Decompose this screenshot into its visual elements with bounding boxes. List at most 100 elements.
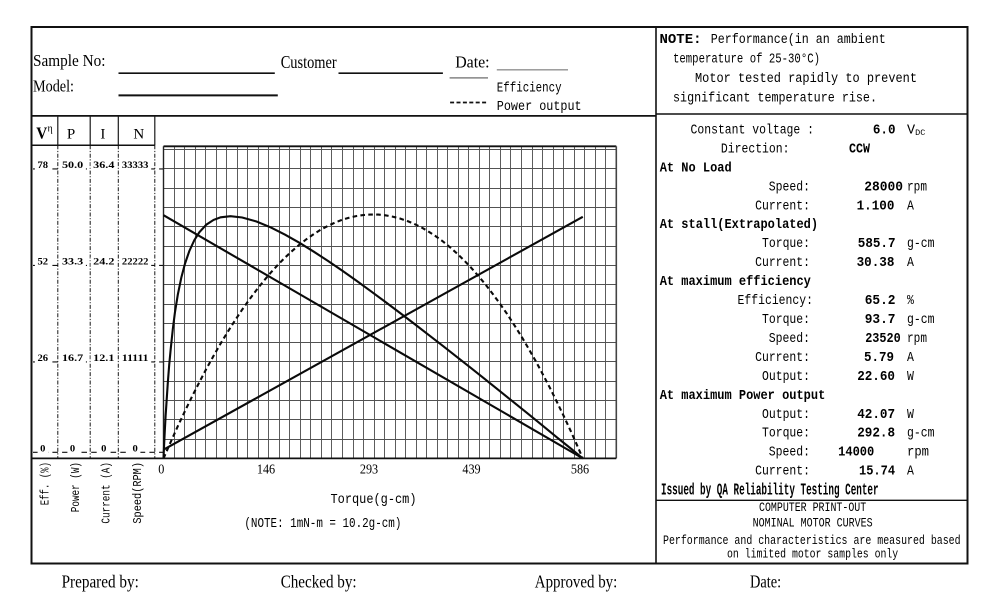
svg-text:16.7: 16.7 — [62, 353, 83, 364]
svg-text:Efficiency:: Efficiency: — [738, 294, 814, 309]
svg-text:NOMINAL MOTOR CURVES: NOMINAL MOTOR CURVES — [753, 516, 873, 531]
svg-text:VDC: VDC — [907, 124, 925, 139]
svg-text:Current:: Current: — [755, 351, 810, 366]
svg-text:Output:: Output: — [762, 408, 810, 423]
svg-text:22.60: 22.60 — [857, 370, 895, 385]
svg-text:W: W — [907, 370, 915, 385]
svg-text:rpm: rpm — [907, 446, 929, 461]
svg-text:12.1: 12.1 — [93, 353, 114, 364]
svg-text:W: W — [907, 408, 915, 423]
svg-text:P: P — [67, 127, 75, 143]
svg-text:NOTE:: NOTE: — [660, 33, 702, 48]
svg-text:Efficiency: Efficiency — [497, 81, 562, 96]
svg-text:93.7: 93.7 — [865, 313, 896, 328]
svg-text:0: 0 — [133, 444, 138, 455]
svg-text:42.07: 42.07 — [857, 408, 895, 423]
svg-text:Approved by:: Approved by: — [535, 572, 618, 592]
svg-text:24.2: 24.2 — [93, 257, 114, 268]
svg-text:52: 52 — [38, 257, 49, 268]
svg-text:586: 586 — [571, 461, 590, 476]
svg-text:33333: 33333 — [122, 160, 149, 171]
svg-text:6.0: 6.0 — [873, 124, 896, 139]
svg-text:Constant voltage :: Constant voltage : — [691, 124, 815, 139]
svg-text:0: 0 — [158, 461, 164, 476]
svg-text:Power (W): Power (W) — [69, 462, 83, 512]
svg-text:Current:: Current: — [755, 199, 810, 214]
svg-text:30.38: 30.38 — [857, 256, 895, 271]
svg-text:Performance(in an ambient: Performance(in an ambient — [711, 33, 886, 48]
svg-text:on limited motor samples only: on limited motor samples only — [727, 547, 898, 562]
svg-text:65.2: 65.2 — [865, 294, 896, 309]
svg-text:g-cm: g-cm — [907, 427, 935, 442]
svg-text:Torque:: Torque: — [762, 427, 810, 442]
svg-text:Current:: Current: — [755, 256, 810, 271]
svg-text:Direction:: Direction: — [721, 142, 790, 157]
svg-text:1.100: 1.100 — [857, 199, 895, 214]
svg-text:Speed(RPM): Speed(RPM) — [131, 462, 145, 524]
svg-text:%: % — [907, 294, 915, 309]
svg-text:g-cm: g-cm — [907, 237, 935, 252]
svg-text:Date:: Date: — [455, 52, 489, 71]
svg-text:Torque(g-cm): Torque(g-cm) — [331, 492, 417, 508]
svg-text:Torque:: Torque: — [762, 313, 810, 328]
svg-text:Sample No:: Sample No: — [33, 51, 106, 70]
svg-text:Performance and characteristic: Performance and characteristics are meas… — [663, 533, 961, 548]
svg-text:At maximum efficiency: At maximum efficiency — [660, 275, 811, 290]
svg-text:(NOTE: 1mN-m = 10.2g-cm): (NOTE: 1mN-m = 10.2g-cm) — [244, 517, 401, 532]
svg-text:28000: 28000 — [864, 180, 903, 195]
svg-text:26: 26 — [38, 353, 49, 364]
svg-text:146: 146 — [257, 461, 276, 476]
svg-text:5.79: 5.79 — [864, 351, 894, 366]
svg-text:Eff. (%): Eff. (%) — [39, 462, 53, 505]
svg-text:rpm: rpm — [907, 332, 927, 347]
svg-text:A: A — [907, 199, 915, 214]
svg-text:22222: 22222 — [122, 257, 149, 268]
svg-text:585.7: 585.7 — [858, 237, 896, 252]
svg-text:At No Load: At No Load — [660, 161, 732, 176]
svg-text:36.4: 36.4 — [93, 160, 114, 171]
svg-text:CCW: CCW — [849, 142, 871, 157]
svg-text:33.3: 33.3 — [62, 257, 83, 268]
svg-text:Checked by:: Checked by: — [281, 572, 357, 592]
svg-text:A: A — [907, 351, 915, 366]
svg-text:Motor tested rapidly to preven: Motor tested rapidly to prevent — [695, 72, 917, 87]
svg-text:Date:: Date: — [750, 572, 781, 592]
svg-text:η: η — [48, 124, 53, 135]
svg-text:temperature of 25-30°C): temperature of 25-30°C) — [673, 52, 820, 67]
svg-text:14000: 14000 — [838, 446, 874, 461]
svg-text:Speed:: Speed: — [769, 332, 810, 347]
svg-text:N: N — [133, 127, 144, 143]
svg-text:rpm: rpm — [907, 180, 927, 195]
svg-text:V: V — [36, 124, 48, 143]
svg-text:15.74: 15.74 — [859, 465, 895, 480]
svg-text:0: 0 — [40, 444, 45, 455]
svg-text:significant temperature rise.: significant temperature rise. — [673, 92, 877, 107]
svg-text:Power output: Power output — [497, 100, 582, 115]
svg-text:50.0: 50.0 — [62, 160, 83, 171]
svg-text:Customer: Customer — [281, 52, 337, 72]
svg-text:Issued by QA Reliability Testi: Issued by QA Reliability Testing Center — [661, 480, 879, 499]
svg-text:293: 293 — [360, 461, 379, 476]
svg-text:Prepared by:: Prepared by: — [62, 572, 139, 592]
svg-text:A: A — [907, 465, 915, 480]
svg-text:23520: 23520 — [865, 332, 901, 347]
svg-text:At maximum Power output: At maximum Power output — [660, 389, 826, 404]
svg-text:Current (A): Current (A) — [100, 462, 114, 524]
svg-text:0: 0 — [101, 444, 106, 455]
svg-text:A: A — [907, 256, 915, 271]
svg-text:Speed:: Speed: — [769, 446, 810, 461]
svg-text:292.8: 292.8 — [857, 427, 895, 442]
svg-text:78: 78 — [38, 160, 49, 171]
svg-text:Current:: Current: — [755, 465, 810, 480]
svg-text:439: 439 — [462, 461, 481, 476]
svg-text:Model:: Model: — [33, 77, 74, 96]
svg-text:At stall(Extrapolated): At stall(Extrapolated) — [660, 218, 818, 233]
svg-text:COMPUTER PRINT-OUT: COMPUTER PRINT-OUT — [759, 500, 866, 515]
svg-text:Torque:: Torque: — [762, 237, 810, 252]
svg-text:0: 0 — [70, 444, 75, 455]
svg-text:11111: 11111 — [122, 353, 149, 364]
svg-text:Output:: Output: — [762, 370, 810, 385]
svg-text:g-cm: g-cm — [907, 313, 935, 328]
svg-text:Speed:: Speed: — [769, 180, 810, 195]
svg-text:I: I — [100, 127, 105, 143]
